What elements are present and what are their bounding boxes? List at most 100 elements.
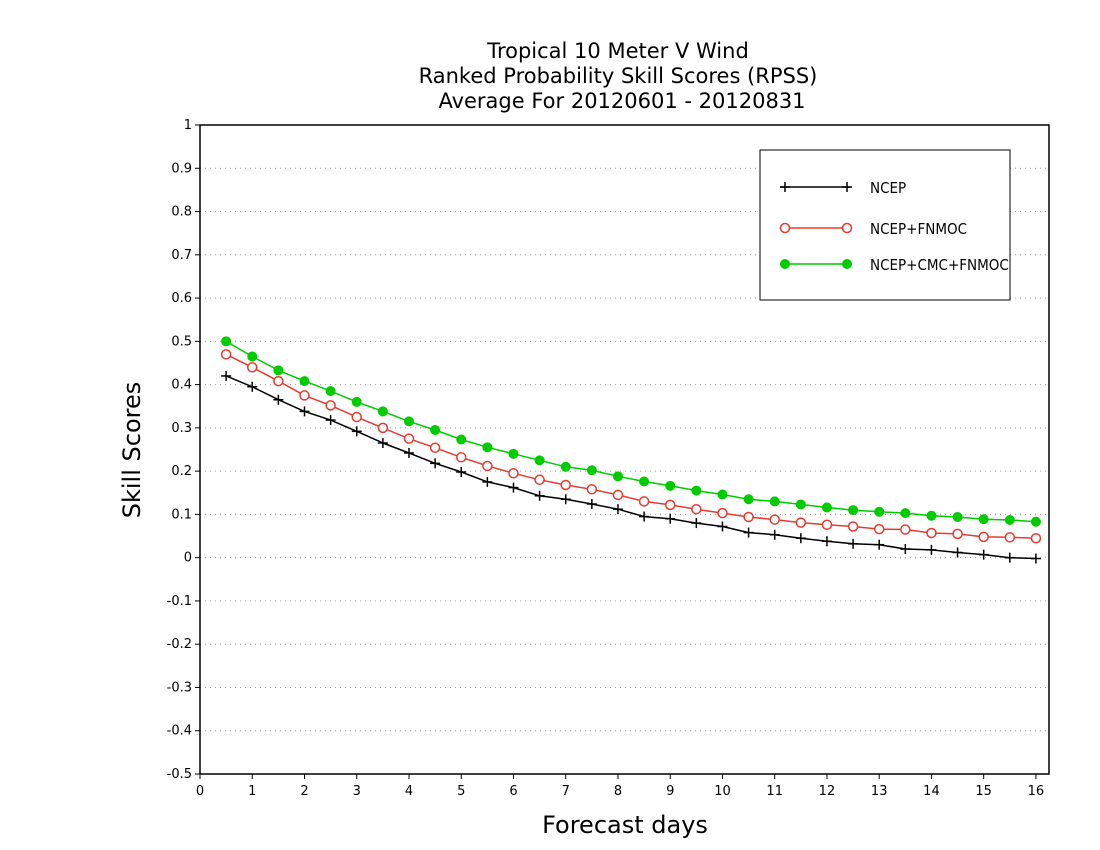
series-ncep (221, 370, 1041, 564)
data-point (1030, 553, 1041, 564)
data-point (769, 496, 780, 507)
data-point (952, 547, 963, 558)
legend-label: NCEP (870, 179, 906, 197)
data-point (717, 507, 728, 519)
data-point (612, 489, 624, 501)
data-point (978, 514, 989, 525)
x-tick-label: 5 (457, 784, 465, 799)
legend-entry: NCEP+CMC+FNMOC (780, 256, 1009, 274)
y-axis-ticks: 1 0.9 0.8 0.7 0.6 0.5 0.4 0.3 0.2 0.1 0 -0.1 -0.2 -0.… (167, 118, 200, 782)
data-point (220, 349, 232, 360)
data-point (795, 499, 806, 510)
x-tick-label: 13 (871, 784, 888, 799)
y-tick-label: -0.5 (167, 767, 192, 782)
data-point (325, 415, 336, 426)
data-point (325, 400, 336, 411)
data-point (246, 362, 258, 373)
data-point (978, 549, 989, 560)
data-point (900, 544, 911, 555)
data-point (586, 484, 598, 495)
series-ncep-fnmoc (220, 349, 1042, 544)
y-tick-label: -0.4 (167, 724, 192, 739)
data-point (430, 425, 441, 436)
data-point (1004, 552, 1015, 563)
data-point (351, 396, 362, 407)
plot-frame (199, 124, 1050, 775)
data-point (717, 521, 728, 532)
series-line (225, 353, 1036, 539)
data-point (586, 465, 597, 476)
y-tick-label: 0.7 (171, 248, 192, 263)
x-tick-label: 8 (614, 784, 622, 799)
data-point (639, 476, 650, 487)
data-point (455, 452, 467, 463)
x-tick-label: 1 (248, 784, 256, 799)
x-tick-label: 4 (405, 784, 413, 799)
y-tick-label: 0.4 (171, 378, 192, 393)
title-line-1: Tropical 10 Meter V Wind (486, 39, 749, 63)
data-point (508, 448, 519, 459)
data-point (639, 511, 650, 522)
data-point (1004, 532, 1016, 543)
data-point (273, 365, 284, 376)
data-point (429, 442, 441, 454)
x-tick-label: 0 (196, 784, 204, 799)
data-point (403, 416, 414, 427)
data-point (456, 434, 467, 445)
data-point (612, 504, 623, 515)
series-line (225, 340, 1036, 523)
y-tick-label: 0.5 (171, 334, 192, 349)
data-point (403, 447, 414, 458)
data-point (430, 458, 441, 469)
data-point (821, 536, 832, 547)
data-point (247, 381, 258, 392)
data-point (900, 524, 911, 535)
data-point (534, 474, 545, 486)
data-point (325, 386, 336, 397)
title-line-2: Ranked Probability Skill Scores (RPSS) (419, 64, 818, 88)
x-tick-label: 15 (975, 784, 992, 799)
data-point (482, 460, 493, 472)
y-tick-label: -0.1 (167, 594, 192, 609)
data-point (482, 442, 493, 453)
data-point (779, 222, 791, 234)
data-point (821, 502, 832, 513)
y-tick-label: -0.3 (167, 680, 192, 695)
data-point (978, 531, 989, 543)
data-point (841, 222, 853, 234)
x-tick-label: 10 (714, 784, 731, 799)
series-ncep-cmc-fnmoc (221, 336, 1041, 527)
x-tick-label: 16 (1028, 784, 1045, 799)
data-point (691, 503, 702, 515)
legend-entry: NCEP (780, 179, 906, 197)
data-point (1030, 532, 1042, 544)
y-tick-label: 0.6 (171, 291, 192, 306)
data-point (780, 182, 790, 192)
data-point (377, 438, 388, 449)
data-point (508, 482, 519, 493)
data-point (926, 510, 937, 521)
data-point (691, 485, 702, 496)
x-tick-label: 14 (923, 784, 940, 799)
y-tick-label: 0 (184, 551, 192, 566)
data-point (456, 466, 467, 477)
legend-box (759, 149, 1011, 301)
data-point (482, 476, 493, 487)
data-point (717, 489, 728, 500)
data-point (795, 533, 806, 544)
y-axis-label: Skill Scores (118, 382, 146, 519)
data-point (247, 351, 258, 362)
data-point (848, 538, 859, 549)
data-point (900, 508, 911, 519)
data-point (795, 517, 807, 528)
data-point (842, 182, 852, 192)
x-tick-label: 9 (666, 784, 674, 799)
data-point (1030, 516, 1041, 527)
y-tick-label: 1 (184, 118, 192, 133)
x-tick-label: 2 (300, 784, 308, 799)
data-point (842, 259, 852, 269)
y-tick-label: 0.1 (171, 507, 192, 522)
x-axis-ticks: 0 1 2 3 4 5 6 7 8 9 10 11 12 13 14 15 16 (196, 774, 1044, 799)
